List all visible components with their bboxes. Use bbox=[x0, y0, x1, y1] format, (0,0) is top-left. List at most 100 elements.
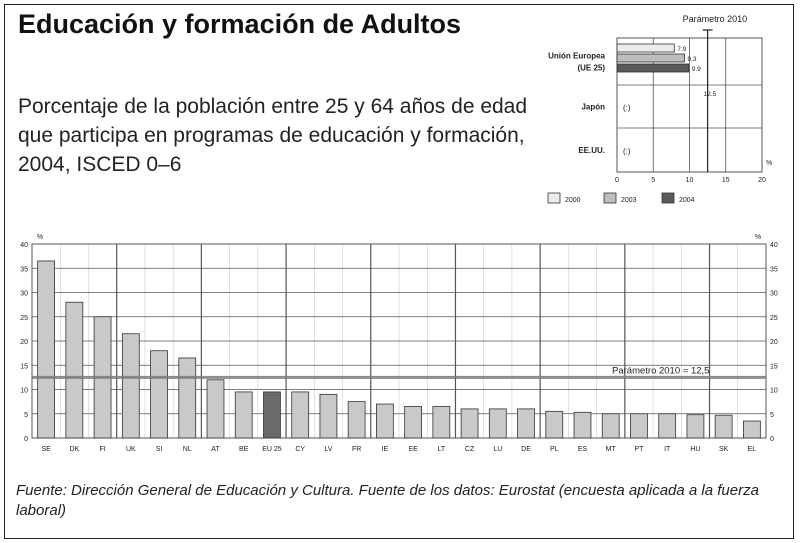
main-x-tick-label: DK bbox=[69, 446, 79, 453]
main-y-tick-label-left: 25 bbox=[20, 315, 28, 322]
inset-benchmark-value-label: 12.5 bbox=[704, 91, 717, 98]
bar-es bbox=[573, 411, 592, 439]
inset-bar-value-label: 9.3 bbox=[687, 56, 696, 63]
main-y-tick-label-right: 20 bbox=[770, 339, 778, 346]
main-y-tick-label-right: 10 bbox=[770, 388, 778, 395]
inset-category-label: Japón bbox=[581, 103, 605, 112]
legend-label: 2003 bbox=[621, 197, 637, 204]
bar-cy bbox=[291, 391, 310, 439]
main-y-tick-label-right: 15 bbox=[770, 363, 778, 370]
source-note: Fuente: Dirección General de Educación y… bbox=[16, 482, 759, 519]
page-subtitle: Porcentaje de la población entre 25 y 64… bbox=[18, 95, 528, 176]
bar-se bbox=[37, 260, 55, 439]
inset-category-label: (UE 25) bbox=[577, 64, 605, 73]
main-y-tick-label-right: 25 bbox=[770, 315, 778, 322]
bar-nl bbox=[178, 357, 197, 439]
legend-swatch-2003 bbox=[603, 192, 617, 204]
bar-it bbox=[658, 413, 677, 439]
legend-label: 2000 bbox=[565, 197, 581, 204]
main-y-tick-label-left: 10 bbox=[20, 388, 28, 395]
bar-eu-25 bbox=[263, 391, 281, 439]
main-x-tick-label: FI bbox=[99, 446, 105, 453]
bar-pl bbox=[545, 410, 564, 439]
main-x-tick-label: DE bbox=[521, 446, 531, 453]
main-x-tick-label: CZ bbox=[465, 446, 475, 453]
inset-x-tick-label: 15 bbox=[722, 177, 730, 184]
main-y-tick-label-left: 0 bbox=[24, 436, 28, 443]
bar-de bbox=[517, 408, 535, 439]
main-y-tick-label-right: 40 bbox=[770, 242, 778, 249]
inset-bar-2000 bbox=[616, 43, 675, 53]
main-y-tick-label-left: 40 bbox=[20, 242, 28, 249]
main-x-tick-label: MT bbox=[606, 446, 617, 453]
main-y-tick-label-left: 20 bbox=[20, 339, 28, 346]
main-x-tick-label: FR bbox=[352, 446, 361, 453]
bar-at bbox=[206, 379, 225, 439]
main-x-tick-label: IT bbox=[664, 446, 671, 453]
legend-label: 2004 bbox=[679, 197, 695, 204]
page-title: Educación y formación de Adultos bbox=[18, 9, 462, 39]
main-x-tick-label: EL bbox=[748, 446, 757, 453]
inset-bar-2004 bbox=[616, 63, 690, 73]
legend-swatch-2000 bbox=[547, 192, 561, 204]
main-y-tick-label-right: 30 bbox=[770, 291, 778, 298]
inset-bar-value-label: 9.9 bbox=[692, 66, 701, 73]
bar-be bbox=[234, 391, 253, 439]
legend-swatch-2004 bbox=[661, 192, 675, 204]
main-x-tick-label: SK bbox=[719, 446, 729, 453]
bar-lt bbox=[432, 406, 451, 439]
inset-x-tick-label: 0 bbox=[615, 177, 619, 184]
inset-na-label: (:) bbox=[623, 147, 631, 156]
main-x-tick-label: PT bbox=[634, 446, 644, 453]
inset-x-tick-label: 10 bbox=[686, 177, 694, 184]
main-unit-label-right: % bbox=[755, 234, 761, 241]
inset-category-label: EE.UU. bbox=[578, 146, 605, 155]
main-y-tick-label-left: 30 bbox=[20, 291, 28, 298]
bar-mt bbox=[601, 413, 620, 439]
bar-hu bbox=[686, 414, 705, 439]
bar-fr bbox=[347, 401, 366, 439]
bar-si bbox=[150, 350, 168, 439]
main-y-tick-label-left: 15 bbox=[20, 363, 28, 370]
inset-bar-2003 bbox=[616, 53, 685, 63]
main-x-tick-label: AT bbox=[211, 446, 220, 453]
bar-dk bbox=[65, 301, 84, 439]
main-y-tick-label-left: 35 bbox=[20, 266, 28, 273]
main-x-tick-label: NL bbox=[183, 446, 192, 453]
figure-frame bbox=[4, 4, 794, 539]
main-y-tick-label-left: 5 bbox=[24, 412, 28, 419]
bar-el bbox=[743, 420, 761, 439]
inset-bar-value-label: 7.9 bbox=[677, 46, 686, 53]
main-x-tick-label: UK bbox=[126, 446, 136, 453]
main-x-tick-label: CY bbox=[295, 446, 305, 453]
main-y-tick-label-right: 35 bbox=[770, 266, 778, 273]
bar-ee bbox=[404, 406, 422, 439]
main-x-tick-label: LT bbox=[438, 446, 446, 453]
main-x-tick-label: SI bbox=[156, 446, 163, 453]
bar-lv bbox=[319, 393, 338, 439]
main-x-tick-label: HU bbox=[690, 446, 700, 453]
inset-x-tick-label: 5 bbox=[651, 177, 655, 184]
main-x-tick-label: LV bbox=[324, 446, 332, 453]
inset-unit-label: % bbox=[766, 160, 772, 167]
main-x-tick-label: ES bbox=[578, 446, 588, 453]
main-x-tick-label: EE bbox=[408, 446, 418, 453]
inset-x-tick-label: 20 bbox=[758, 177, 766, 184]
inset-category-label: Unión Europea bbox=[548, 52, 605, 61]
inset-na-label: (:) bbox=[623, 104, 631, 113]
inset-benchmark-title: Parámetro 2010 bbox=[683, 14, 748, 24]
main-x-tick-label: EU 25 bbox=[262, 446, 282, 453]
main-x-tick-label: PL bbox=[550, 446, 559, 453]
main-x-tick-label: BE bbox=[239, 446, 249, 453]
bar-pt bbox=[630, 413, 648, 439]
main-x-tick-label: IE bbox=[382, 446, 389, 453]
bar-lu bbox=[488, 408, 507, 439]
main-y-tick-label-right: 5 bbox=[770, 412, 774, 419]
main-benchmark-label: Parámetro 2010 = 12,5 bbox=[612, 365, 709, 376]
main-y-tick-label-right: 0 bbox=[770, 436, 774, 443]
main-x-tick-label: LU bbox=[493, 446, 502, 453]
bar-cz bbox=[460, 408, 479, 439]
bar-ie bbox=[376, 403, 394, 439]
